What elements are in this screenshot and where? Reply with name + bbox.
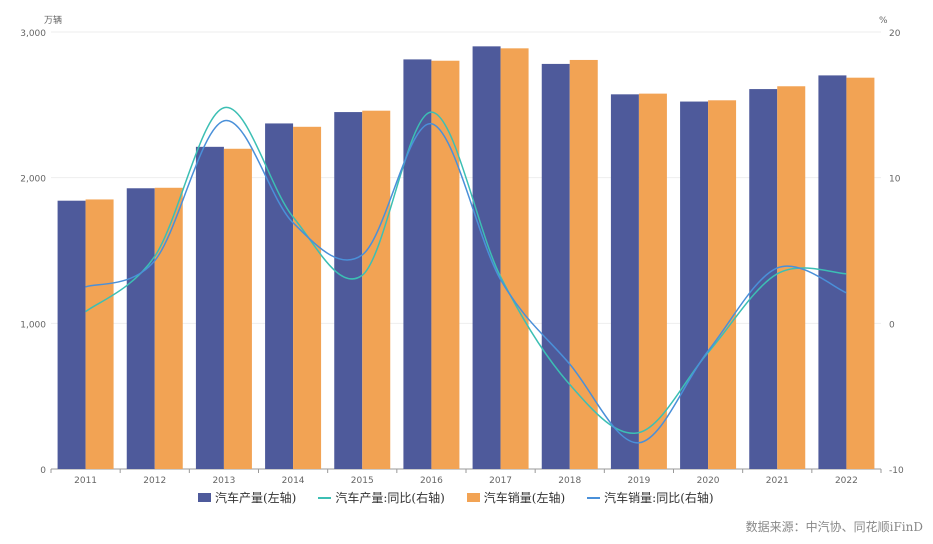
legend-item-production-yoy[interactable]: 汽车产量:同比(右轴) [318,489,445,506]
bar-production [265,123,294,469]
x-tick-label: 2017 [489,476,512,486]
bar-production [126,188,155,470]
x-tick-label: 2012 [143,476,166,486]
bar-production [472,46,501,469]
bar-sales [293,126,322,469]
x-tick-label: 2015 [351,476,374,486]
bar-sales [431,60,460,470]
x-tick-label: 2020 [697,476,720,486]
bar-production [749,89,778,469]
bar-sales [223,148,252,469]
bar-production [610,94,639,470]
left-tick-label: 1,000 [20,320,46,330]
bar-sales [846,77,875,470]
legend-swatch [466,493,480,502]
right-tick-label: 10 [889,175,901,185]
x-tick-label: 2013 [212,476,235,486]
line-sales-yoy [85,120,847,444]
left-axis-unit: 万辆 [44,14,62,26]
source-note: 数据来源：中汽协、同花顺iFinD [745,520,923,534]
left-tick-label: 0 [40,466,46,476]
legend-swatch [198,493,211,502]
legend: 汽车产量(左轴) 汽车产量:同比(右轴) 汽车销量(左轴) 汽车销量:同比(右轴… [198,489,714,506]
left-tick-label: 2,000 [20,175,46,185]
right-tick-label: 20 [889,29,901,39]
bar-production [403,59,432,469]
legend-label: 汽车销量(左轴) [483,491,566,505]
legend-label: 汽车销量:同比(右轴) [604,491,714,505]
bar-production [57,200,86,469]
legend-item-production[interactable]: 汽车产量(左轴) [198,489,296,506]
right-tick-label: -10 [889,466,904,476]
x-tick-label: 2014 [282,476,305,486]
legend-item-sales-yoy[interactable]: 汽车销量:同比(右轴) [587,489,714,506]
legend-item-sales[interactable]: 汽车销量(左轴) [466,489,566,506]
x-tick-label: 2011 [74,476,97,486]
x-tick-label: 2016 [420,476,443,486]
legend-label: 汽车产量(左轴) [215,491,297,505]
bar-sales [569,59,598,470]
x-tick-label: 2019 [627,476,650,486]
bar-sales [777,86,806,469]
bar-sales [500,48,529,470]
bar-sales [362,110,391,469]
right-axis-unit: % [879,16,888,26]
bar-production [680,101,709,469]
legend-label: 汽车产量:同比(右轴) [335,491,445,505]
bar-production [541,63,570,470]
bar-production [334,112,363,469]
x-tick-label: 2018 [558,476,581,486]
x-tick-label: 2021 [766,476,789,486]
legend-swatch [587,496,601,499]
bar-production [195,146,224,469]
bar-sales [638,93,667,470]
left-tick-label: 3,000 [20,29,46,39]
legend-swatch [318,496,332,499]
right-tick-label: 0 [889,320,895,330]
bar-sales [85,199,114,469]
x-tick-label: 2022 [835,476,858,486]
bar-sales [708,100,737,469]
